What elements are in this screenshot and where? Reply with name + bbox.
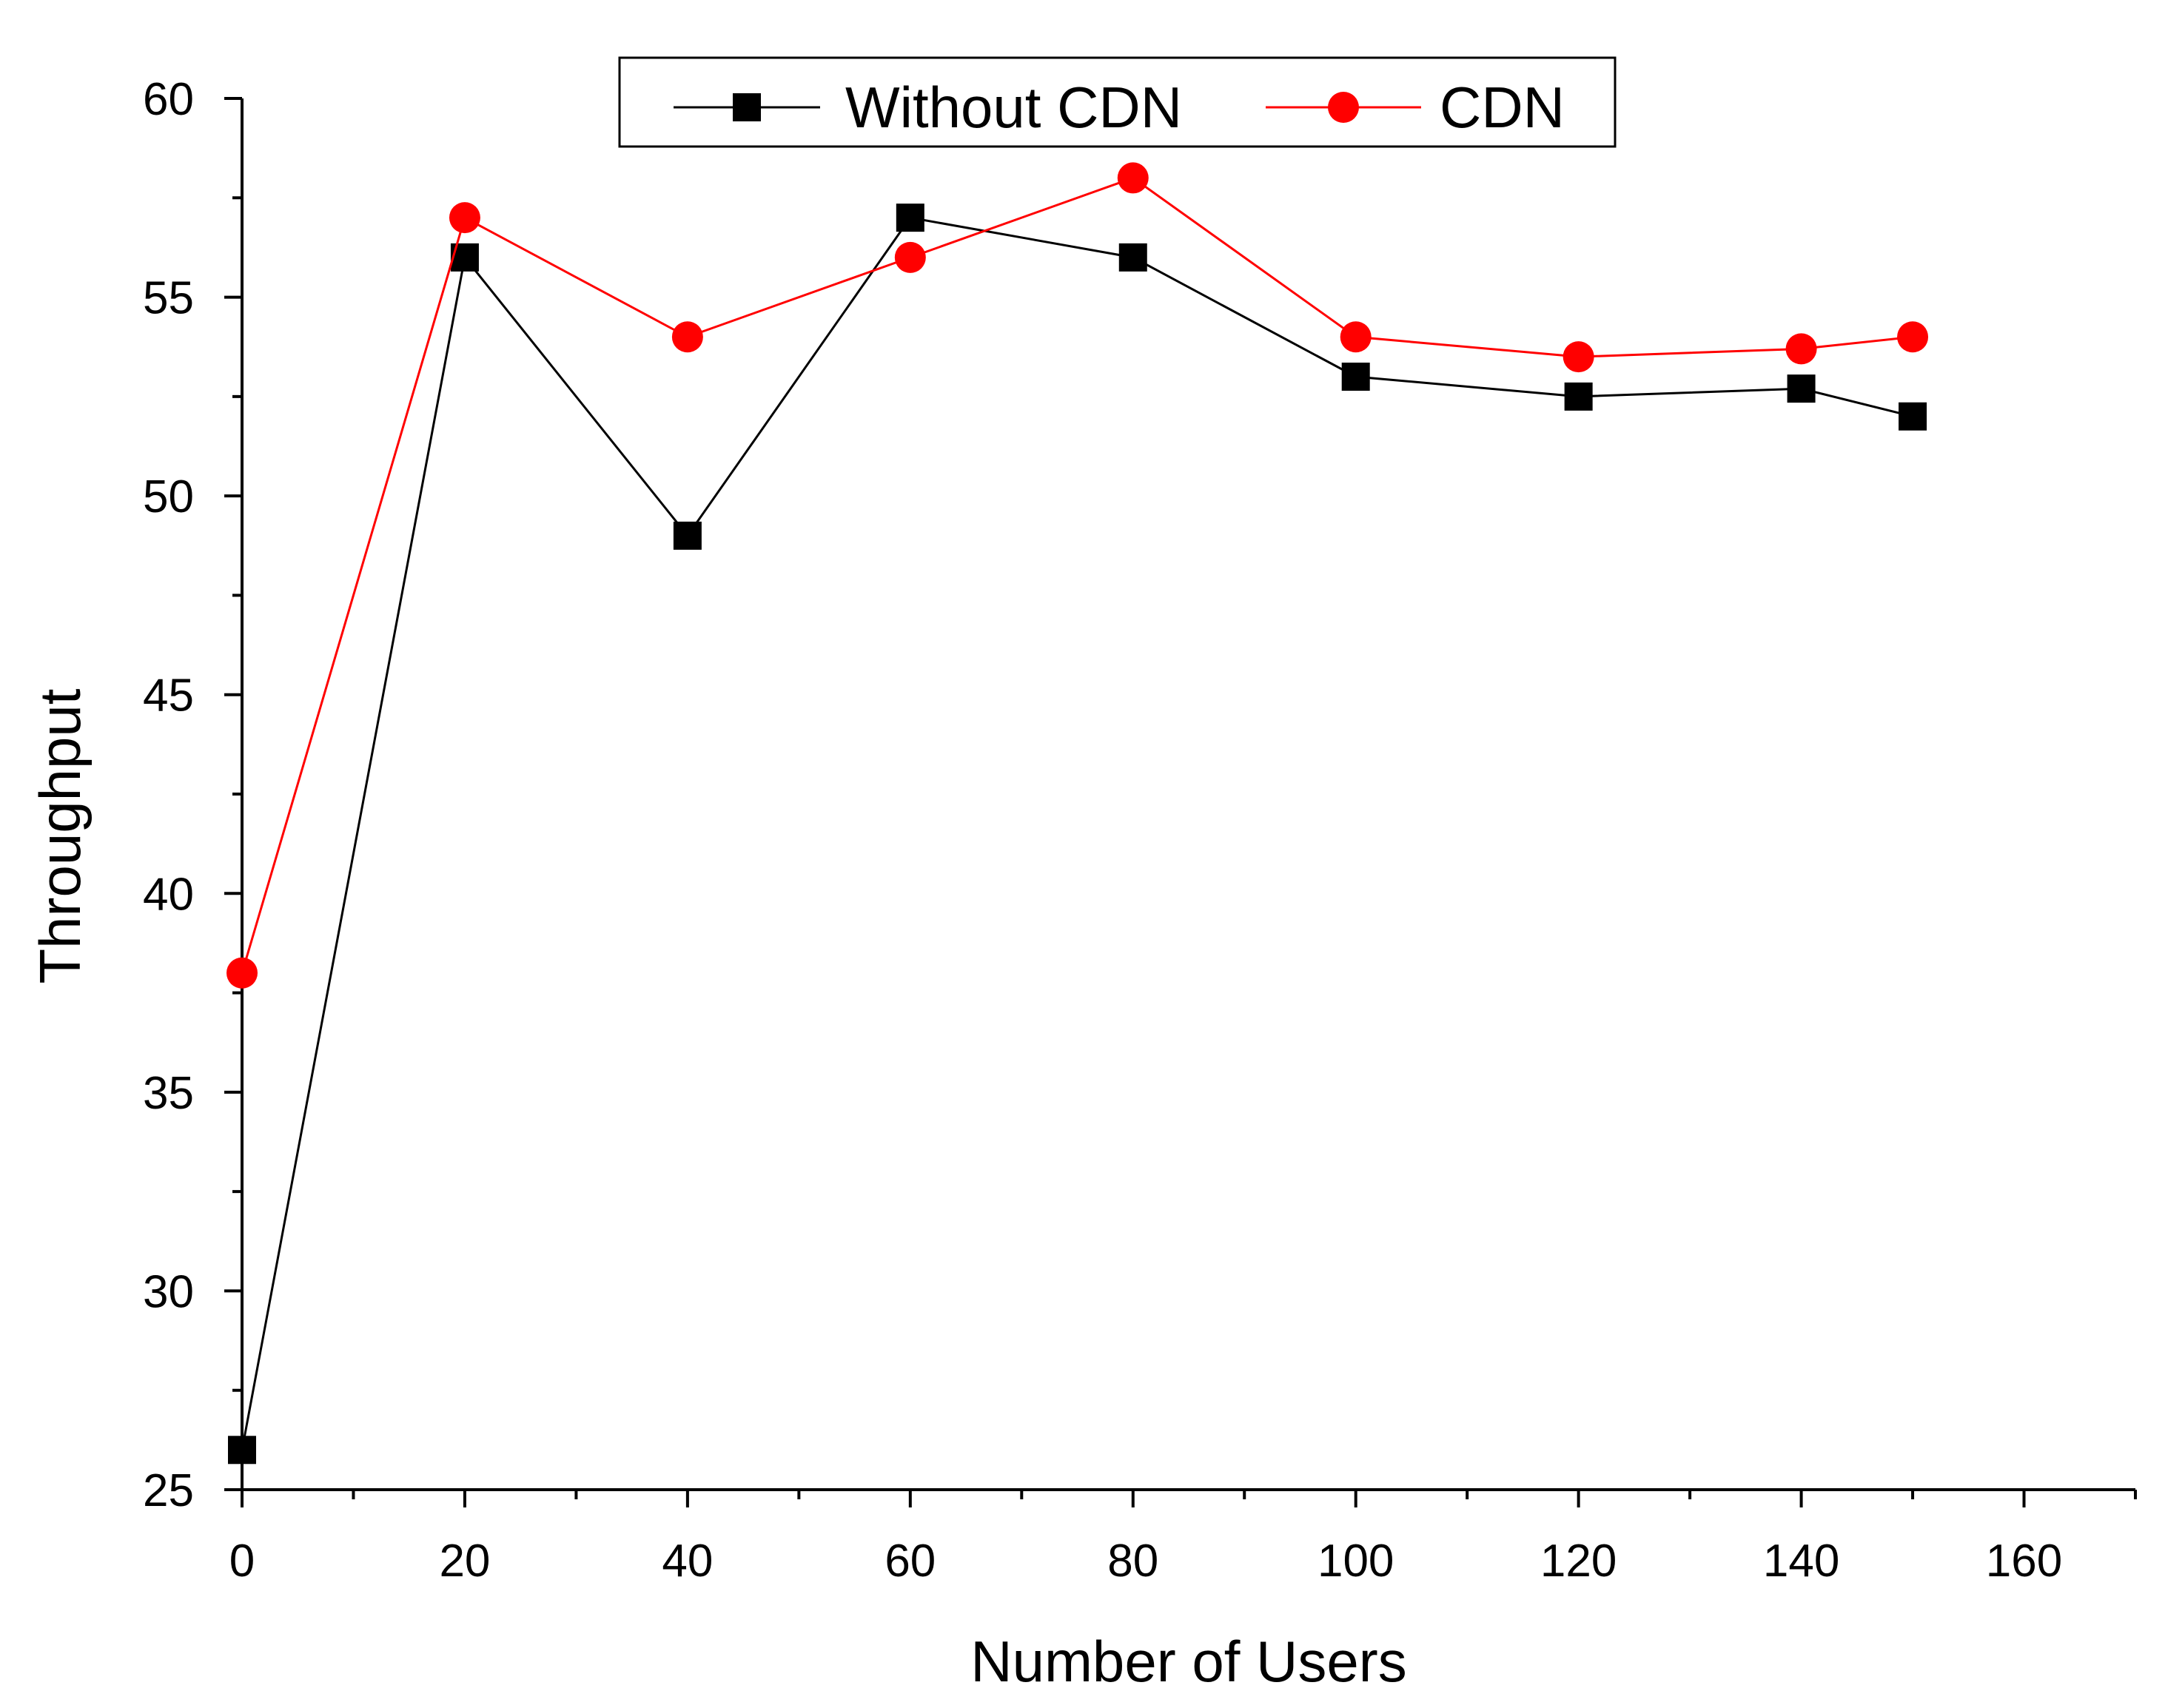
y-tick-label: 30 [143, 1266, 194, 1317]
data-point-without-cdn [1564, 382, 1593, 411]
legend-box [618, 56, 1617, 148]
series-line-cdn [241, 176, 1913, 974]
y-tick-label: 50 [143, 471, 194, 522]
x-tick-label: 40 [662, 1536, 713, 1587]
data-point-without-cdn [1899, 402, 1927, 431]
data-point-without-cdn [673, 521, 702, 550]
data-point-without-cdn [228, 1436, 256, 1465]
data-point-cdn [226, 957, 258, 989]
data-point-cdn [1563, 341, 1594, 373]
data-point-cdn [894, 241, 926, 273]
legend-entry-cdn: CDN [1266, 75, 1565, 140]
x-tick-label: 100 [1318, 1536, 1394, 1587]
x-axis-title: Number of Users [970, 1629, 1407, 1694]
legend-entry-without-cdn: Without CDN [674, 75, 1182, 140]
y-tick-label: 40 [143, 869, 194, 920]
x-tick-label: 20 [439, 1536, 490, 1587]
x-tick-label: 160 [1986, 1536, 2062, 1587]
x-tick-label: 80 [1107, 1536, 1158, 1587]
y-tick-label: 45 [143, 670, 194, 722]
legend-label-without-cdn: Without CDN [845, 75, 1182, 140]
x-tick-label: 140 [1763, 1536, 1839, 1587]
series-layer [226, 162, 1929, 1465]
x-tick-label: 60 [885, 1536, 936, 1587]
series-cdn [226, 162, 1929, 989]
legend-label-cdn: CDN [1440, 75, 1565, 140]
data-point-without-cdn [896, 204, 924, 232]
series-line-without-cdn [241, 216, 1913, 1450]
y-tick-label: 60 [143, 74, 194, 125]
y-axis-title: Throughput [27, 688, 93, 984]
data-point-without-cdn [1787, 374, 1816, 403]
legend-marker-circle [1328, 92, 1359, 123]
legend: Without CDN CDN [618, 56, 1617, 148]
data-point-without-cdn [1118, 243, 1147, 272]
data-point-cdn [671, 321, 703, 353]
data-point-cdn [1117, 162, 1149, 194]
data-point-without-cdn [1341, 363, 1370, 391]
y-axis-ticks: 25 30 35 40 45 50 55 60 [143, 74, 242, 1516]
data-point-cdn [1785, 333, 1817, 365]
y-tick-label: 25 [143, 1465, 194, 1516]
legend-marker-square [733, 93, 761, 121]
series-without-cdn [228, 204, 1927, 1465]
data-point-cdn [449, 202, 480, 234]
x-tick-label: 120 [1540, 1536, 1617, 1587]
y-tick-label: 35 [143, 1068, 194, 1119]
y-tick-label: 55 [143, 273, 194, 324]
axes [241, 98, 2135, 1491]
x-tick-label: 0 [229, 1536, 255, 1587]
x-axis-ticks: 0 20 40 60 80 100 120 140 160 [229, 1490, 2137, 1587]
data-point-cdn [1897, 321, 1929, 353]
data-point-cdn [1340, 321, 1372, 353]
